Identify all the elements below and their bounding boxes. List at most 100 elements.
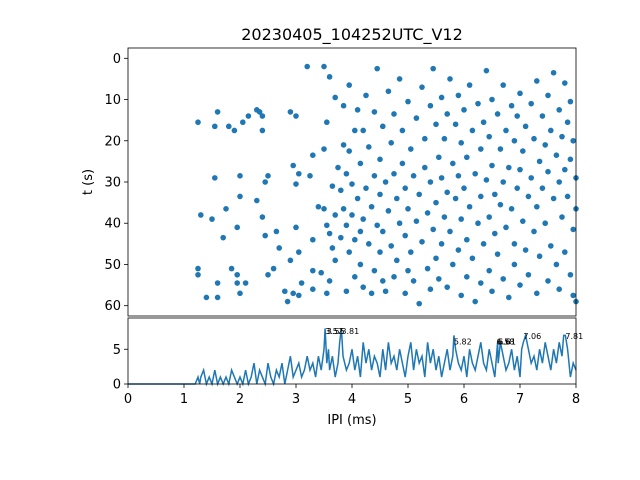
scatter-point	[394, 195, 400, 202]
scatter-point	[475, 220, 481, 227]
scatter-point	[564, 119, 571, 126]
scatter-point	[522, 123, 529, 130]
x-tick-label: 1	[180, 392, 188, 407]
x-tick-label: 7	[516, 392, 524, 407]
scatter-point	[570, 226, 576, 233]
scatter-point	[396, 220, 403, 227]
scatter-point	[503, 224, 509, 231]
scatter-point	[553, 152, 560, 158]
scatter-point	[458, 140, 465, 146]
x-tick-label: 8	[572, 392, 580, 407]
scatter-point	[550, 69, 557, 76]
scatter-point	[458, 216, 465, 222]
scatter-point	[237, 193, 243, 200]
scatter-point	[363, 185, 369, 191]
scatter-point	[262, 232, 269, 239]
scatter-point	[315, 203, 322, 210]
scatter-point	[402, 185, 409, 191]
scatter-point	[195, 119, 201, 126]
scatter-point	[433, 121, 439, 128]
chart-title: 20230405_104252UTC_V12	[241, 25, 463, 45]
scatter-point	[410, 173, 417, 179]
scatter-point	[419, 238, 425, 245]
scatter-point	[352, 274, 358, 280]
scatter-point	[433, 199, 439, 206]
scatter-point	[371, 267, 378, 274]
x-tick-label: 4	[348, 392, 356, 407]
scatter-point	[380, 278, 386, 284]
scatter-point	[514, 113, 520, 119]
peak-label: 5.82	[454, 337, 472, 346]
scatter-point	[276, 245, 283, 251]
scatter-point	[436, 276, 442, 282]
scatter-point	[391, 274, 397, 280]
scatter-point	[559, 214, 565, 220]
scatter-point	[346, 249, 353, 255]
scatter-point	[293, 224, 299, 231]
scatter-point	[478, 146, 484, 152]
scatter-point	[352, 127, 358, 134]
scatter-point	[410, 278, 417, 284]
scatter-point	[422, 164, 428, 171]
scatter-point	[528, 100, 534, 107]
scatter-point	[326, 278, 333, 284]
scatter-point	[304, 63, 311, 70]
scatter-point	[444, 189, 451, 196]
scatter-point	[536, 158, 543, 165]
scatter-point	[503, 127, 509, 134]
y-tick-label: 0	[113, 52, 121, 67]
scatter-point	[332, 212, 339, 218]
scatter-point	[310, 267, 316, 274]
scatter-point	[290, 162, 297, 169]
scatter-point	[377, 249, 383, 255]
scatter-point	[234, 271, 240, 278]
scatter-point	[536, 253, 543, 260]
scatter-point	[450, 261, 456, 268]
scatter-point	[380, 228, 386, 235]
scatter-point	[363, 92, 369, 99]
scatter-point	[450, 160, 456, 167]
scatter-point	[385, 88, 392, 95]
scatter-point	[539, 185, 546, 191]
y-tick-label: 60	[104, 299, 121, 314]
scatter-point	[326, 74, 333, 80]
scatter-point	[388, 243, 395, 249]
scatter-point	[357, 261, 364, 268]
peak-label: 6.61	[498, 337, 516, 346]
scatter-point	[374, 222, 381, 229]
scatter-point	[377, 191, 383, 198]
scatter-point	[234, 280, 240, 286]
scatter-point	[391, 111, 397, 117]
scatter-point	[335, 164, 341, 171]
scatter-point	[346, 148, 353, 154]
scatter-point	[340, 206, 347, 212]
scatter-point	[559, 133, 565, 140]
x-tick-label: 3	[292, 392, 300, 407]
scatter-point	[374, 65, 381, 72]
scatter-point	[436, 154, 442, 161]
scatter-point	[520, 218, 526, 224]
scatter-point	[256, 109, 263, 115]
scatter-point	[262, 179, 269, 185]
scatter-point	[394, 257, 400, 264]
scatter-point	[534, 290, 540, 297]
scatter-point	[340, 102, 347, 109]
scatter-point	[357, 160, 364, 167]
scatter-point	[427, 102, 434, 109]
scatter-point	[287, 109, 294, 115]
scatter-point	[332, 257, 339, 264]
scatter-points	[195, 63, 579, 307]
scatter-point	[545, 168, 551, 175]
scatter-point	[508, 206, 515, 212]
scatter-point	[371, 109, 378, 115]
scatter-point	[310, 152, 316, 158]
scatter-point	[287, 257, 294, 264]
scatter-point	[548, 127, 554, 134]
y-tick-label: 40	[104, 217, 121, 232]
histogram-peak-labels: 3.553.523.81 5.82 6.66.586.61 7.06 7.81	[325, 327, 583, 346]
scatter-point	[520, 148, 526, 154]
scatter-point	[310, 286, 316, 293]
scatter-point	[198, 212, 204, 218]
peak-label: 7.81	[565, 332, 583, 341]
